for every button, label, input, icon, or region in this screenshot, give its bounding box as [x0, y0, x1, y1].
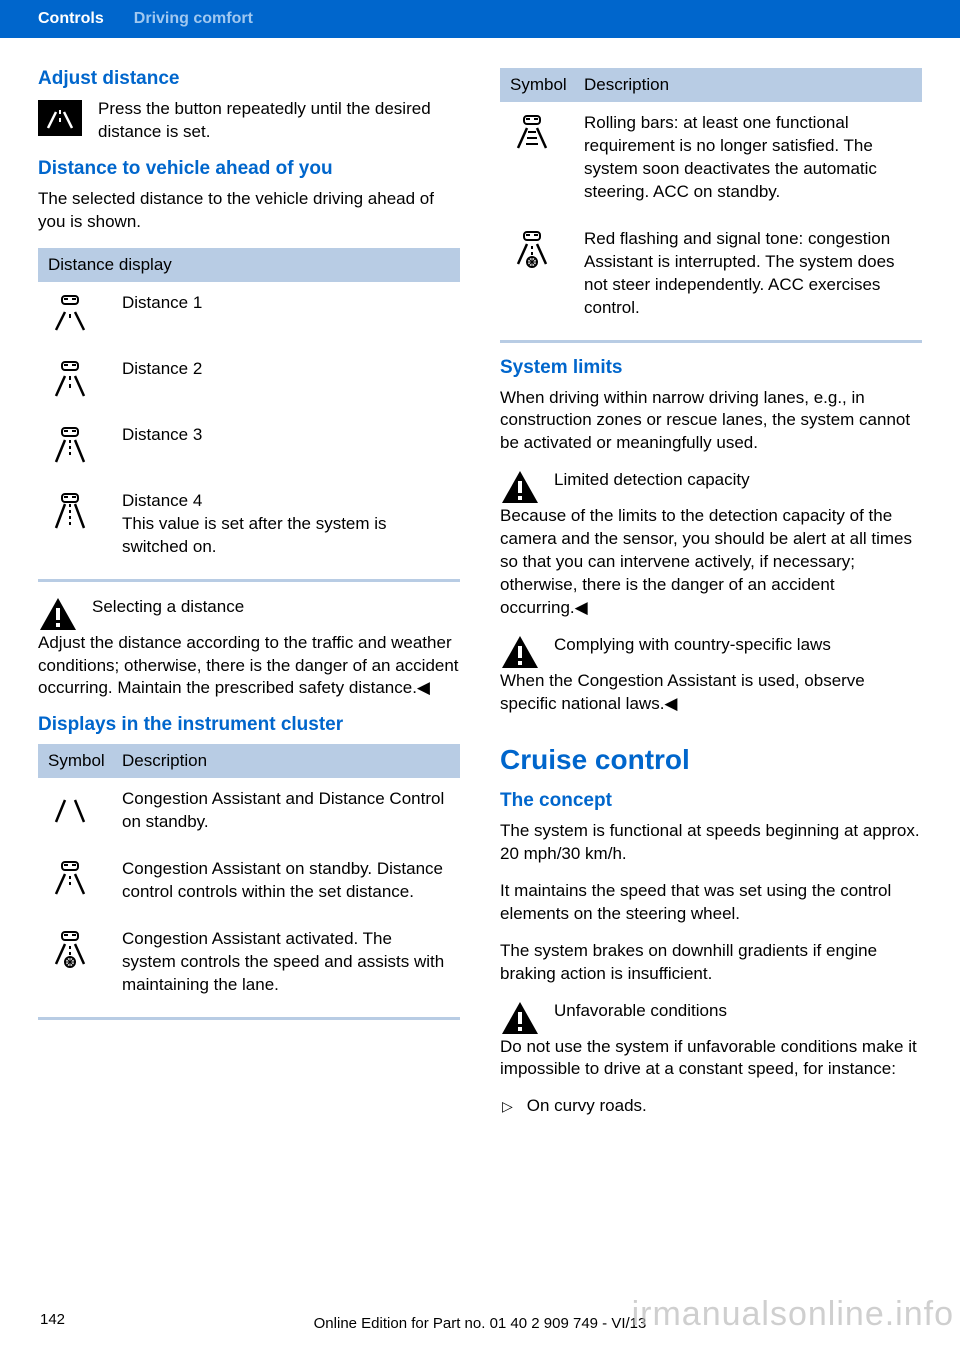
warning-body: When the Congestion Assistant is used, o… [500, 670, 922, 716]
displays-table: Symbol Description Congestion Assistant … [38, 744, 460, 1011]
th-description: Description [122, 751, 450, 771]
distance-ahead-title: Distance to vehicle ahead of you [38, 158, 460, 180]
warning-unfavorable: Unfavorable conditions Do not use the sy… [500, 1000, 922, 1082]
table-row: Rolling bars: at least one functional re… [500, 102, 922, 218]
table-end-rule [38, 1017, 460, 1020]
assist-active-desc: Congestion Assistant activated. The syst… [122, 928, 450, 997]
header-section-label: Driving comfort [134, 10, 253, 28]
distance-3-icon [48, 424, 122, 466]
distance-table-header: Distance display [38, 248, 460, 282]
distance-4-desc: Distance 4 This value is set after the s… [122, 490, 450, 559]
warning-selecting-distance: Selecting a distance Adjust the distance… [38, 596, 460, 701]
warning-icon [500, 634, 542, 670]
system-limits-title: System limits [500, 357, 922, 379]
th-description: Description [584, 75, 912, 95]
distance-1-label: Distance 1 [122, 292, 450, 315]
distance-4-extra: This value is set after the system is sw… [122, 513, 450, 559]
warning-icon [38, 596, 80, 632]
content-area: Adjust distance Press the button repeate… [0, 38, 960, 1126]
page-header: Controls Driving comfort [0, 0, 960, 38]
warning-country-laws: Complying with country-specific laws Whe… [500, 634, 922, 716]
distance-button-icon [38, 98, 86, 136]
warning-title: Complying with country-specific laws [554, 634, 831, 657]
distance-display-table: Distance display Distance 1 [38, 248, 460, 573]
distance-table-header-label: Distance display [48, 255, 172, 275]
header-controls-label: Controls [38, 10, 104, 28]
distance-2-label: Distance 2 [122, 358, 450, 381]
rolling-bars-desc: Rolling bars: at least one functional re… [584, 112, 912, 204]
system-limits-intro: When driving within narrow driving lanes… [500, 387, 922, 456]
table-end-rule [38, 579, 460, 582]
bullet-item: ▷ On curvy roads. [500, 1095, 922, 1118]
distance-ahead-intro: The selected distance to the vehicle dri… [38, 188, 460, 234]
concept-p3: The system brakes on downhill gradients … [500, 940, 922, 986]
table-row: Congestion Assistant and Distance Contro… [38, 778, 460, 848]
concept-p2: It maintains the speed that was set usin… [500, 880, 922, 926]
standby-assist-icon [48, 858, 122, 898]
distance-4-label: Distance 4 [122, 490, 450, 513]
distance-1-icon [48, 292, 122, 334]
table-row: Distance 1 [38, 282, 460, 348]
distance-3-label: Distance 3 [122, 424, 450, 447]
left-column: Adjust distance Press the button repeate… [38, 68, 460, 1126]
concept-title: The concept [500, 790, 922, 812]
standby-assist-desc: Congestion Assistant on standby. Distanc… [122, 858, 450, 904]
warning-body: Do not use the system if unfavorable con… [500, 1036, 922, 1082]
warning-title: Limited detection capacity [554, 469, 750, 492]
table-row: Red flashing and signal tone: congestion… [500, 218, 922, 334]
bullet-text: On curvy roads. [527, 1095, 647, 1118]
table-row: Distance 2 [38, 348, 460, 414]
adjust-distance-text: Press the button repeatedly until the de… [98, 98, 460, 144]
bullet-marker-icon: ▷ [502, 1095, 513, 1115]
warning-icon [500, 1000, 542, 1036]
table-row: Distance 3 [38, 414, 460, 480]
warning-title: Unfavorable conditions [554, 1000, 727, 1023]
assist-active-icon [48, 928, 122, 968]
warning-limited-detection: Limited detection capacity Because of th… [500, 469, 922, 620]
table-row: Distance 4 This value is set after the s… [38, 480, 460, 573]
warning-title: Selecting a distance [92, 596, 244, 619]
displays-table-header: Symbol Description [38, 744, 460, 778]
table-row: Congestion Assistant on standby. Distanc… [38, 848, 460, 918]
th-symbol: Symbol [510, 75, 584, 95]
rolling-bars-icon [510, 112, 584, 152]
concept-p1: The system is functional at speeds begin… [500, 820, 922, 866]
standby-both-icon [48, 788, 122, 828]
standby-both-desc: Congestion Assistant and Distance Contro… [122, 788, 450, 834]
warning-icon [500, 469, 542, 505]
warning-body: Because of the limits to the detection c… [500, 505, 922, 620]
red-flashing-icon [510, 228, 584, 268]
displays-table-header-cont: Symbol Description [500, 68, 922, 102]
adjust-distance-title: Adjust distance [38, 68, 460, 90]
distance-2-icon [48, 358, 122, 400]
displays-title: Displays in the instrument cluster [38, 714, 460, 736]
warning-body: Adjust the distance according to the tra… [38, 632, 460, 701]
right-column: Symbol Description Rolling bars: at leas… [500, 68, 922, 1126]
table-end-rule [500, 340, 922, 343]
th-symbol: Symbol [48, 751, 122, 771]
red-flashing-desc: Red flashing and signal tone: congestion… [584, 228, 912, 320]
distance-4-icon [48, 490, 122, 532]
cruise-control-title: Cruise control [500, 744, 922, 776]
table-row: Congestion Assistant activated. The syst… [38, 918, 460, 1011]
displays-table-cont: Symbol Description Rolling bars: at leas… [500, 68, 922, 334]
watermark-text: irmanualsonline.info [632, 1295, 954, 1334]
adjust-distance-row: Press the button repeatedly until the de… [38, 98, 460, 144]
